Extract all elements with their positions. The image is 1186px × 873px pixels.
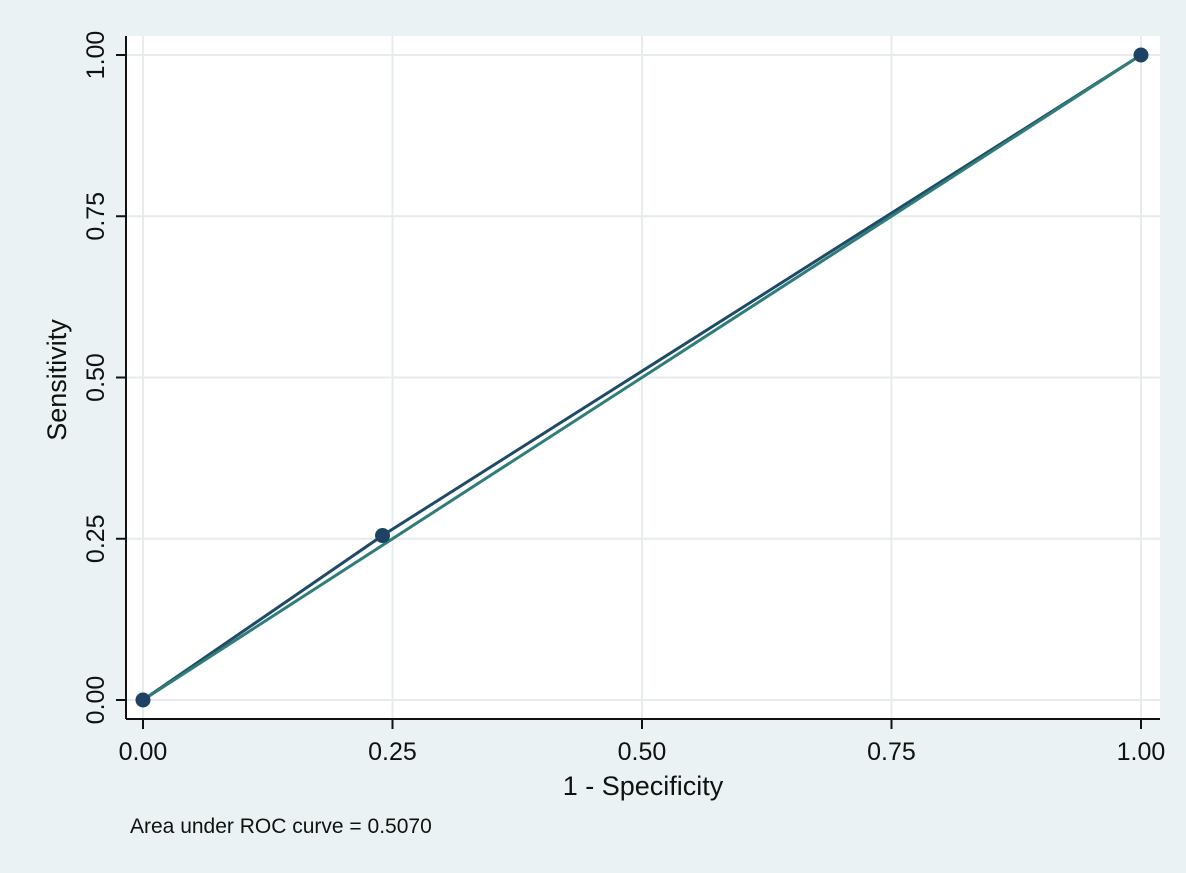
y-tick-label-1: 0.25 [82,514,110,563]
y-axis-title: Sensitivity [42,319,72,441]
roc-point-0 [135,692,151,708]
reference-line [142,53,1142,702]
x-tick-labels: 0.00 0.25 0.50 0.75 1.00 [119,738,1166,766]
roc-point-1 [375,528,391,544]
x-tick-label-3: 0.75 [867,738,916,766]
axes [116,36,1160,729]
y-tick-label-3: 0.75 [82,192,110,241]
x-tick-label-1: 0.25 [368,738,417,766]
x-tick-label-4: 1.00 [1117,738,1166,766]
x-tick-label-2: 0.50 [618,738,667,766]
roc-point-2 [1133,47,1149,63]
x-axis-title: 1 - Specificity [563,771,724,801]
y-tick-label-0: 0.00 [82,676,110,725]
y-tick-label-4: 1.00 [82,31,110,80]
y-tick-label-2: 0.50 [82,353,110,402]
x-tick-label-0: 0.00 [119,738,168,766]
series-layer [135,47,1149,708]
auc-note: Area under ROC curve = 0.5070 [130,815,432,838]
y-tick-labels: 0.00 0.25 0.50 0.75 1.00 [82,31,110,725]
